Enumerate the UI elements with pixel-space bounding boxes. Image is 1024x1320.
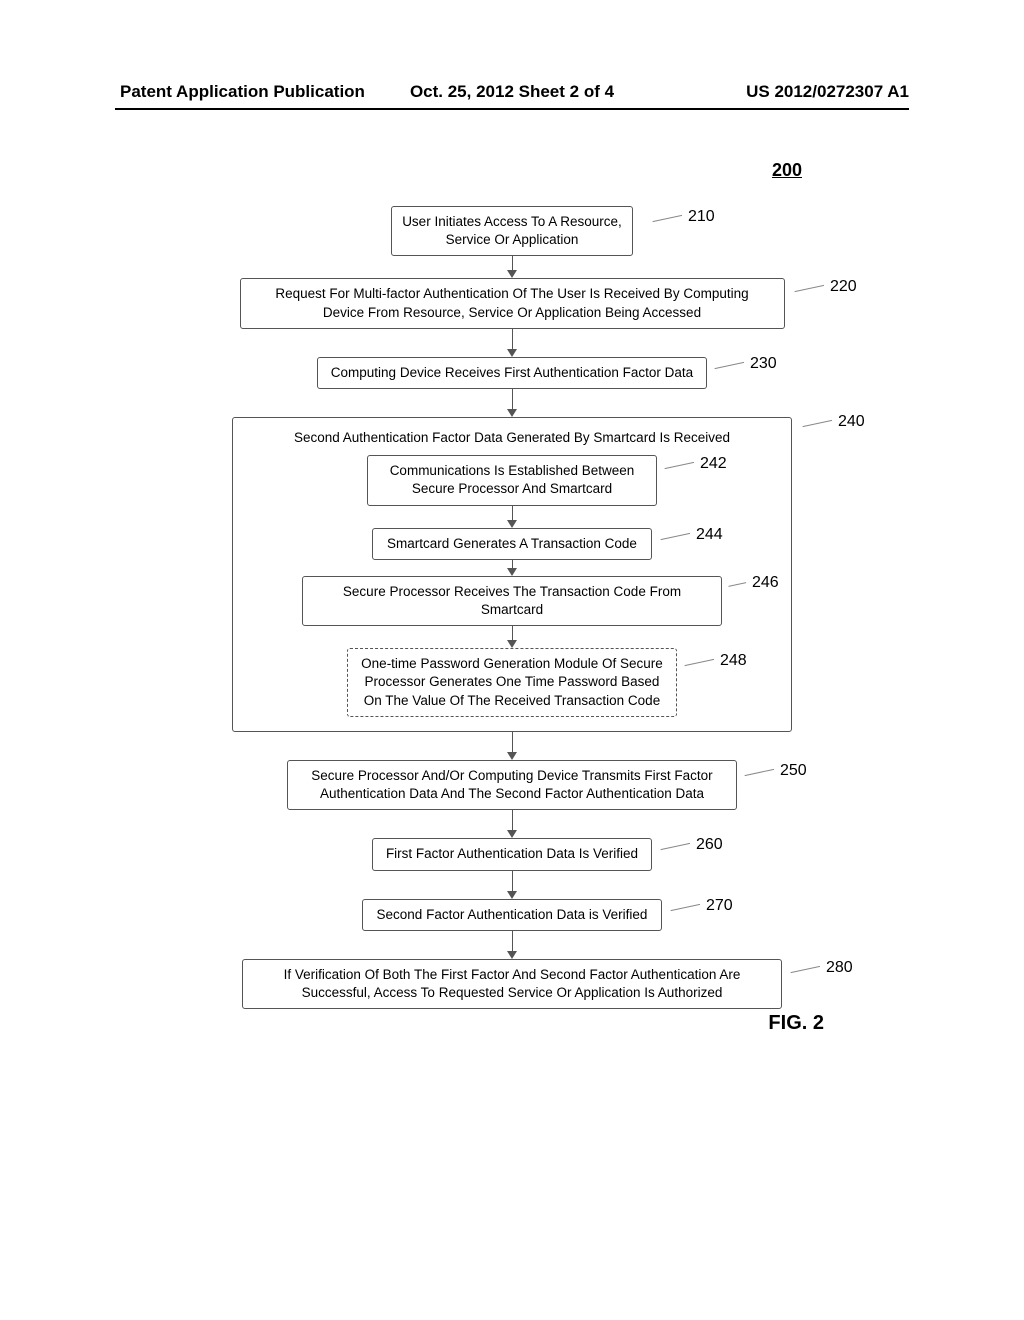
node-220: Request For Multi-factor Authentication … [240, 278, 785, 328]
header-left: Patent Application Publication [120, 82, 365, 102]
arrow-icon [507, 506, 517, 528]
ref-leader-icon [671, 903, 702, 919]
node-wrap-260: First Factor Authentication Data Is Veri… [192, 838, 832, 870]
node-210: User Initiates Access To A Resource,Serv… [391, 206, 633, 256]
ref-leader-icon [803, 420, 834, 436]
ref-230: 230 [714, 355, 777, 373]
node-230: Computing Device Receives First Authenti… [317, 357, 707, 389]
ref-250: 250 [744, 762, 807, 780]
ref-220: 220 [794, 278, 857, 296]
ref-leader-icon [728, 582, 748, 596]
arrow-icon [507, 732, 517, 760]
ref-num: 246 [752, 574, 779, 592]
ref-leader-icon [661, 843, 692, 859]
header-rule [115, 108, 909, 110]
node-242: Communications Is Established BetweenSec… [367, 455, 657, 505]
node-wrap-270: Second Factor Authentication Data is Ver… [192, 899, 832, 931]
node-wrap-220: Request For Multi-factor Authentication … [192, 278, 832, 328]
node-260: First Factor Authentication Data Is Veri… [372, 838, 652, 870]
ref-num: 250 [780, 762, 807, 780]
ref-num: 242 [700, 455, 727, 473]
ref-leader-icon [661, 532, 692, 548]
node-wrap-242: Communications Is Established BetweenSec… [241, 455, 783, 505]
ref-leader-icon [745, 769, 776, 785]
node-246: Secure Processor Receives The Transactio… [302, 576, 722, 626]
ref-242: 242 [664, 455, 727, 473]
ref-270: 270 [670, 897, 733, 915]
node-248: One-time Password Generation Module Of S… [347, 648, 677, 717]
ref-248: 248 [684, 652, 747, 670]
node-240-title: Second Authentication Factor Data Genera… [294, 430, 730, 445]
flowchart: 200 User Initiates Access To A Resource,… [192, 170, 832, 1009]
ref-210: 210 [652, 208, 715, 226]
arrow-icon [507, 329, 517, 357]
node-wrap-248: One-time Password Generation Module Of S… [241, 648, 783, 717]
ref-260: 260 [660, 836, 723, 854]
node-wrap-240: Second Authentication Factor Data Genera… [192, 417, 832, 732]
ref-244: 244 [660, 526, 723, 544]
ref-leader-icon [653, 215, 684, 231]
page-header: Patent Application Publication Oct. 25, … [0, 82, 1024, 102]
ref-leader-icon [795, 285, 826, 301]
ref-num: 240 [838, 413, 865, 431]
flow-column: User Initiates Access To A Resource,Serv… [192, 206, 832, 1009]
ref-246: 246 [728, 574, 779, 592]
ref-leader-icon [685, 659, 716, 675]
arrow-icon [507, 560, 517, 576]
ref-num: 210 [688, 208, 715, 226]
arrow-icon [507, 810, 517, 838]
ref-leader-icon [715, 362, 746, 378]
ref-num: 220 [830, 278, 857, 296]
ref-num: 248 [720, 652, 747, 670]
arrow-icon [507, 931, 517, 959]
header-center: Oct. 25, 2012 Sheet 2 of 4 [410, 82, 614, 102]
ref-num: 280 [826, 959, 853, 977]
node-wrap-246: Secure Processor Receives The Transactio… [241, 576, 783, 626]
ref-num: 230 [750, 355, 777, 373]
node-wrap-250: Secure Processor And/Or Computing Device… [192, 760, 832, 810]
node-280: If Verification Of Both The First Factor… [242, 959, 782, 1009]
node-244: Smartcard Generates A Transaction Code [372, 528, 652, 560]
figure-caption: FIG. 2 [768, 1012, 824, 1035]
arrow-icon [507, 256, 517, 278]
ref-num: 244 [696, 526, 723, 544]
node-240-container: Second Authentication Factor Data Genera… [232, 417, 792, 732]
node-270: Second Factor Authentication Data is Ver… [362, 899, 662, 931]
node-wrap-280: If Verification Of Both The First Factor… [192, 959, 832, 1009]
ref-num: 260 [696, 836, 723, 854]
figure-ref-label: 200 [772, 160, 802, 181]
arrow-icon [507, 389, 517, 417]
node-wrap-244: Smartcard Generates A Transaction Code 2… [241, 528, 783, 560]
ref-280: 280 [790, 959, 853, 977]
ref-240: 240 [802, 413, 865, 431]
ref-leader-icon [791, 966, 822, 982]
ref-num: 270 [706, 897, 733, 915]
page: Patent Application Publication Oct. 25, … [0, 0, 1024, 1320]
header-right: US 2012/0272307 A1 [746, 82, 909, 102]
arrow-icon [507, 871, 517, 899]
arrow-icon [507, 626, 517, 648]
node-wrap-230: Computing Device Receives First Authenti… [192, 357, 832, 389]
node-wrap-210: User Initiates Access To A Resource,Serv… [192, 206, 832, 256]
node-250: Secure Processor And/Or Computing Device… [287, 760, 737, 810]
ref-leader-icon [665, 462, 696, 478]
